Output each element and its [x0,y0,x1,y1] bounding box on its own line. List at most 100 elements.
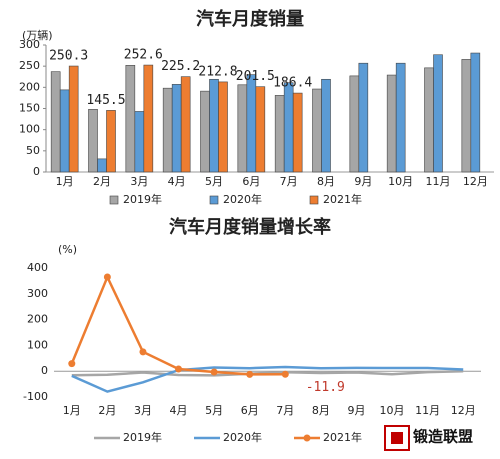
bar [125,65,136,173]
bar [134,111,145,173]
data-label: 250.3 [49,49,88,64]
x-tick-label: 3月 [130,175,148,188]
line [71,365,464,393]
bar [171,84,182,173]
marker [246,370,254,378]
data-label: 225.2 [161,59,200,74]
x-tick-label: 8月 [317,175,335,188]
y-tick-label: 300 [27,287,48,300]
x-tick-label: 10月 [380,404,405,417]
bar [424,67,434,173]
y-tick-label: 150 [19,102,40,115]
x-tick-label: 3月 [134,404,152,417]
data-label: 252.6 [124,48,163,63]
x-tick-label: 4月 [170,404,188,417]
bar [162,87,173,173]
bar [246,74,257,173]
logo-icon [384,425,410,451]
marker [139,348,147,356]
data-label: 186.4 [273,76,312,91]
y-tick-label: 300 [19,38,40,51]
y-tick-label: 100 [27,338,48,351]
bar [349,75,360,173]
bar [143,64,154,173]
legend-label: 2020年 [223,430,262,444]
x-tick-label: 9月 [347,404,365,417]
y-tick-label: 50 [26,144,40,157]
data-label: 212.8 [198,64,237,79]
y-tick-label: 100 [19,123,40,136]
annotation: -11.9 [306,380,345,395]
bar [209,78,219,173]
y-tick-label: 0 [33,165,40,178]
marker [175,365,183,373]
bar [312,88,322,173]
x-tick-label: 6月 [241,404,259,417]
y-tick-label: 400 [27,261,48,274]
chart-title: 汽车月度销量增长率 [169,216,331,238]
y-tick-label: 200 [19,80,40,93]
x-tick-label: 11月 [415,404,440,417]
legend-label: 2021年 [323,430,362,444]
bar [59,89,70,173]
bar [50,71,61,173]
bar [218,81,228,173]
x-tick-label: 5月 [205,404,223,417]
legend-swatch [209,195,219,205]
x-tick-label: 2月 [98,404,116,417]
x-tick-label: 1月 [63,404,81,417]
x-tick-label: 9月 [354,175,372,188]
line [70,273,286,376]
legend-label: 2021年 [323,192,362,206]
marker [68,360,76,368]
logo-icon [391,432,403,444]
bar [321,78,331,173]
y-tick-label: -100 [23,390,48,403]
bar [200,90,210,173]
marker [103,273,111,281]
marker [281,370,289,378]
marker [210,368,218,376]
data-label: 145.5 [86,93,125,108]
bar [283,82,294,173]
x-tick-label: 10月 [388,175,413,188]
chart-title: 汽车月度销量 [196,8,304,30]
data-label: 201.5 [236,69,275,84]
x-tick-label: 5月 [205,175,223,188]
logo: 锻造联盟 [384,425,473,451]
bar [97,158,107,173]
bar [106,110,116,173]
bar [386,74,397,173]
legend-label: 2019年 [123,430,162,444]
bar [358,62,369,173]
x-tick-label: 12月 [463,175,488,188]
legend-swatch [309,195,319,205]
y-axis-label: (万辆) [22,28,53,42]
x-tick-label: 6月 [242,175,260,188]
x-tick-label: 7月 [276,404,294,417]
bar [180,76,191,173]
bar [68,65,79,173]
x-tick-label: 4月 [168,175,186,188]
x-tick-label: 12月 [451,404,476,417]
y-axis-label: (%) [58,243,77,256]
y-tick-label: 250 [19,59,40,72]
legend-label: 2020年 [223,192,262,206]
line [71,369,464,377]
logo-text: 锻造联盟 [413,428,473,446]
legend-swatch [303,434,311,442]
bar [255,86,266,173]
x-tick-label: 1月 [56,175,74,188]
bar [461,59,472,173]
bar [433,54,443,173]
x-tick-label: 2月 [93,175,111,188]
bar [274,95,285,173]
bar [292,92,303,173]
bar [88,109,98,173]
bar [395,62,406,173]
bar [237,84,248,173]
y-tick-label: 0 [41,364,48,377]
x-tick-label: 8月 [312,404,330,417]
x-tick-label: 7月 [280,175,298,188]
